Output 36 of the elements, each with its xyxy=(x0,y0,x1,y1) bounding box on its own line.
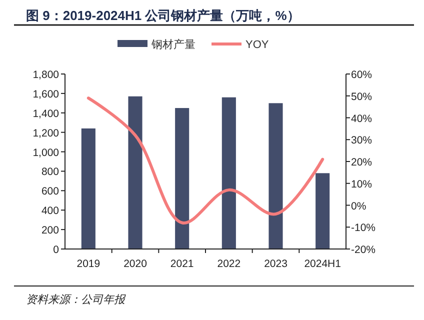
y-tick-label: 400 xyxy=(41,205,60,218)
bar xyxy=(128,96,142,249)
y2-tick-label: 0% xyxy=(351,200,366,212)
y-tick-label: 1,000 xyxy=(32,146,60,159)
y2-tick-label: 10% xyxy=(351,178,372,190)
bar xyxy=(81,128,96,249)
y-tick-label: 1,600 xyxy=(32,88,60,100)
y-tick-label: 1,200 xyxy=(32,127,60,140)
bar xyxy=(175,108,190,249)
y-tick-label: 1,800 xyxy=(32,69,60,81)
y-tick-label: 200 xyxy=(41,224,60,237)
x-tick-label: 2021 xyxy=(170,258,194,270)
y-tick-label: 1,400 xyxy=(32,108,60,120)
x-tick-label: 2019 xyxy=(76,258,100,270)
y-tick-label: 600 xyxy=(41,186,60,198)
legend-label: YOY xyxy=(246,39,270,51)
y-tick-label: 800 xyxy=(41,166,60,178)
chart-title: 图 9：2019-2024H1 公司钢材产量（万吨，%） xyxy=(26,8,300,23)
y2-tick-label: 50% xyxy=(351,90,372,103)
x-tick-label: 2024H1 xyxy=(304,258,342,270)
y2-tick-label: 60% xyxy=(351,69,372,81)
bar xyxy=(316,173,330,249)
y2-tick-label: 30% xyxy=(351,134,372,147)
x-tick-label: 2020 xyxy=(124,258,148,270)
bar xyxy=(222,97,236,249)
x-tick-label: 2022 xyxy=(217,258,241,270)
bar xyxy=(268,103,283,249)
text: 资料来源：公司年报 xyxy=(26,293,126,306)
y-tick-label: 0 xyxy=(53,244,60,256)
y2-tick-label: 20% xyxy=(351,156,372,168)
legend-label: 钢材产量 xyxy=(150,38,196,51)
y2-tick-label: -20% xyxy=(351,244,376,256)
y2-tick-label: -10% xyxy=(351,222,376,234)
y2-tick-label: 40% xyxy=(351,112,372,125)
line-series xyxy=(86,96,324,224)
x-tick-label: 2023 xyxy=(264,258,288,270)
